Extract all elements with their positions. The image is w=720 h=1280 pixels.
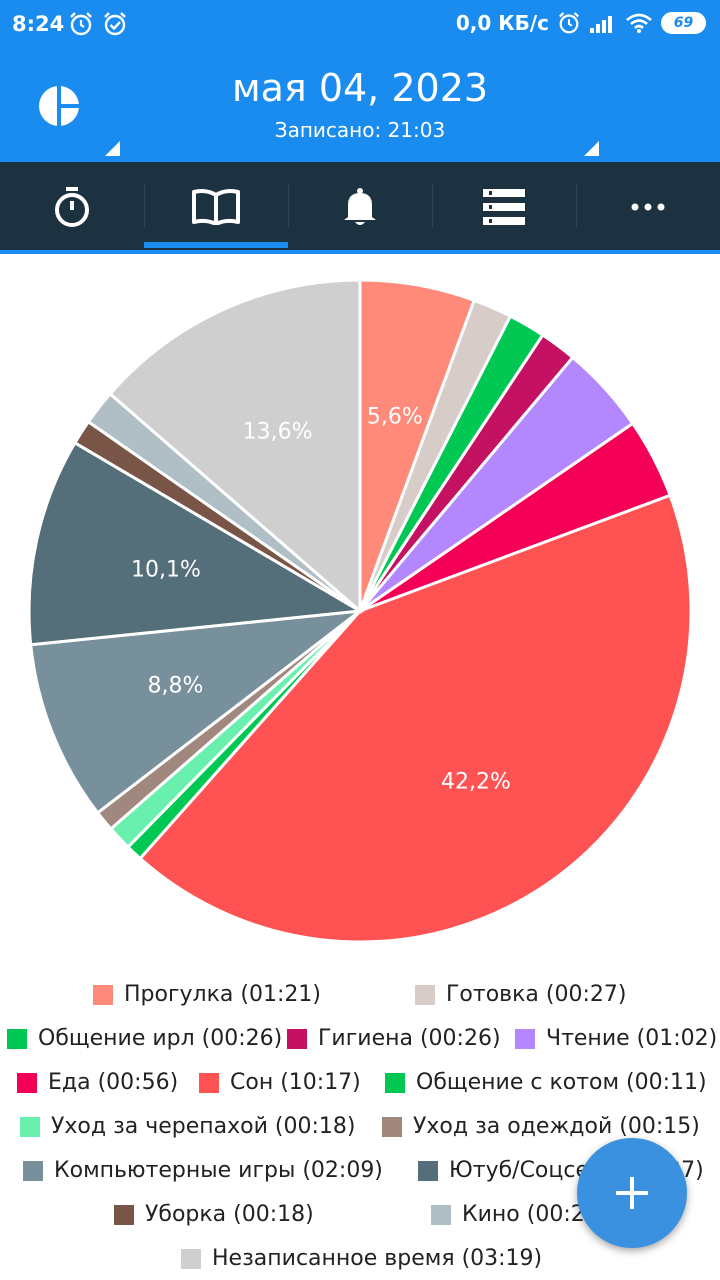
bell-icon (344, 188, 376, 225)
legend-swatch (382, 1116, 402, 1137)
legend-item: Гигиена (00:26) (287, 1026, 501, 1051)
legend-swatch (23, 1160, 43, 1181)
plus-icon (616, 1177, 648, 1209)
tab-more[interactable] (576, 162, 720, 252)
pie-slice[interactable] (27, 440, 365, 647)
tab-stopwatch[interactable] (0, 162, 144, 252)
legend-item: Уход за черепахой (00:18) (20, 1114, 356, 1139)
tab-reminders[interactable] (288, 162, 432, 252)
pie-slice[interactable] (29, 608, 366, 815)
add-entry-button[interactable] (577, 1138, 687, 1248)
legend-swatch (415, 984, 435, 1005)
status-bar: 8:24 0,0 КБ/с (0, 0, 720, 50)
wifi-icon (626, 13, 652, 33)
legend-item: Уборка (00:18) (114, 1202, 314, 1227)
legend-item: Незаписанное время (03:19) (181, 1246, 542, 1271)
app-header: мая 04, 2023 Записано: 21:03 (0, 50, 720, 162)
legend-swatch (385, 1072, 405, 1093)
legend-swatch (287, 1028, 307, 1049)
legend-label: Гигиена (00:26) (318, 1026, 501, 1051)
legend-label: Уход за одеждой (00:15) (413, 1114, 700, 1139)
legend-swatch (93, 984, 113, 1005)
legend-label: Незаписанное время (03:19) (212, 1246, 543, 1271)
legend-label: Готовка (00:27) (446, 982, 627, 1007)
legend-swatch (199, 1072, 219, 1093)
status-time: 8:24 (12, 12, 65, 36)
pie-chart[interactable]: 5,6% 42,2% 8,8% 10,1% 13,6% (0, 262, 720, 962)
legend-label: Сон (10:17) (230, 1070, 361, 1095)
slice-percent-label: 5,6% (367, 405, 423, 430)
recorded-time: Записано: 21:03 (274, 118, 446, 142)
date-dropdown-corner-icon[interactable] (105, 141, 120, 156)
tab-bar (0, 162, 720, 254)
legend-swatch (418, 1160, 438, 1181)
legend-swatch (20, 1116, 40, 1137)
pie-slice[interactable] (108, 278, 362, 615)
check-clock-icon (104, 12, 126, 36)
recorded-dropdown-corner-icon[interactable] (584, 141, 599, 156)
legend-label: Прогулка (01:21) (124, 982, 321, 1007)
pie-chart-logo-icon[interactable] (38, 85, 80, 127)
battery-icon: 69 (661, 12, 706, 34)
network-speed: 0,0 КБ/с (455, 11, 549, 35)
legend-item: Чтение (01:02) (515, 1026, 717, 1051)
legend-item: Сон (10:17) (199, 1070, 361, 1095)
slice-percent-label: 8,8% (148, 674, 204, 699)
legend-item: Еда (00:56) (17, 1070, 178, 1095)
alarm-icon (558, 12, 580, 34)
legend-swatch (431, 1204, 451, 1225)
legend-label: Уход за черепахой (00:18) (51, 1114, 356, 1139)
legend-item: Прогулка (01:21) (93, 982, 321, 1007)
legend-swatch (7, 1028, 27, 1049)
legend-swatch (181, 1248, 201, 1269)
list-icon (483, 189, 525, 225)
slice-percent-label: 10,1% (131, 558, 201, 583)
tab-bar-underline (0, 250, 720, 254)
slice-percent-label: 42,2% (441, 769, 511, 794)
legend-label: Уборка (00:18) (145, 1202, 314, 1227)
legend-swatch (114, 1204, 134, 1225)
tab-journal[interactable] (144, 162, 288, 252)
legend-swatch (17, 1072, 37, 1093)
active-tab-indicator (144, 242, 288, 248)
legend-item: Компьютерные игры (02:09) (23, 1158, 383, 1183)
legend-label: Общение ирл (00:26) (38, 1026, 283, 1051)
more-dots-icon (631, 203, 665, 211)
legend-item: Общение ирл (00:26) (7, 1026, 282, 1051)
stopwatch-icon (55, 187, 89, 227)
date-title[interactable]: мая 04, 2023 (231, 66, 489, 110)
legend-swatch (515, 1028, 535, 1049)
legend-item: Готовка (00:27) (415, 982, 626, 1007)
alarm-icon (70, 12, 92, 36)
signal-icon (590, 16, 612, 33)
legend-label: Чтение (01:02) (546, 1026, 718, 1051)
pie-slice[interactable] (138, 493, 693, 944)
legend-label: Еда (00:56) (48, 1070, 179, 1095)
book-icon (192, 189, 240, 225)
pie-chart-area: 5,6% 42,2% 8,8% 10,1% 13,6% (0, 262, 720, 962)
slice-percent-label: 13,6% (243, 419, 313, 444)
legend-label: Компьютерные игры (02:09) (54, 1158, 383, 1183)
legend-item: Общение с котом (00:11) (385, 1070, 707, 1095)
tab-list[interactable] (432, 162, 576, 252)
legend-item: Уход за одеждой (00:15) (382, 1114, 700, 1139)
legend-label: Общение с котом (00:11) (416, 1070, 707, 1095)
